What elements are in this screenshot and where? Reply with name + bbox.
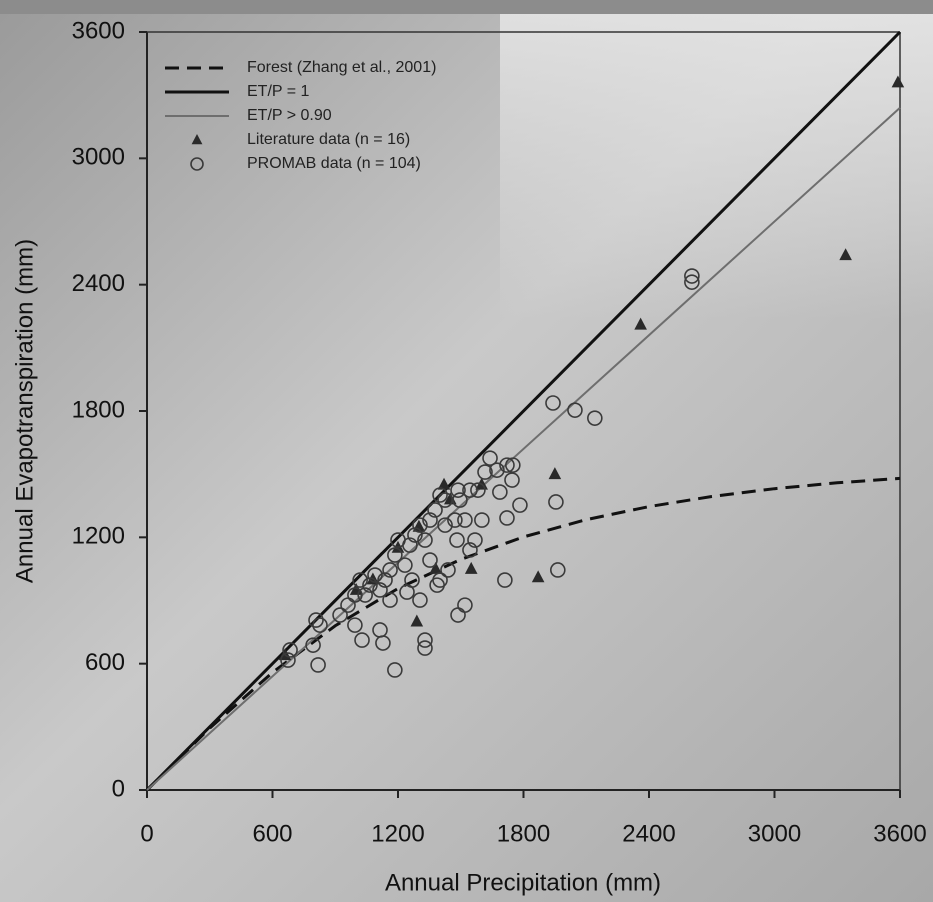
x-tick-label: 3600 xyxy=(873,820,926,847)
y-tick-label: 2400 xyxy=(72,270,125,297)
y-axis-title: Annual Evapotranspiration (mm) xyxy=(11,239,38,583)
y-tick-label: 3600 xyxy=(72,17,125,44)
y-tick-label: 3000 xyxy=(72,144,125,171)
top-strip xyxy=(0,0,933,14)
chart: Annual Precipitation (mm) Annual Evapotr… xyxy=(0,0,933,902)
x-tick-label: 1800 xyxy=(497,820,550,847)
background-sky xyxy=(500,0,933,320)
legend-label: Forest (Zhang et al., 2001) xyxy=(247,59,436,76)
x-tick-label: 2400 xyxy=(622,820,675,847)
legend-label: Literature data (n = 16) xyxy=(247,131,410,148)
legend-label: ET/P = 1 xyxy=(247,83,310,100)
legend-label: PROMAB data (n = 104) xyxy=(247,155,421,172)
y-tick-label: 600 xyxy=(85,649,125,676)
y-tick-label: 1800 xyxy=(72,396,125,423)
legend-label: ET/P > 0.90 xyxy=(247,107,332,124)
x-axis-title: Annual Precipitation (mm) xyxy=(385,869,661,896)
x-tick-label: 3000 xyxy=(748,820,801,847)
x-tick-label: 600 xyxy=(252,820,292,847)
x-tick-label: 1200 xyxy=(371,820,424,847)
y-tick-label: 1200 xyxy=(72,523,125,550)
y-tick-label: 0 xyxy=(112,775,125,802)
x-tick-label: 0 xyxy=(140,820,153,847)
